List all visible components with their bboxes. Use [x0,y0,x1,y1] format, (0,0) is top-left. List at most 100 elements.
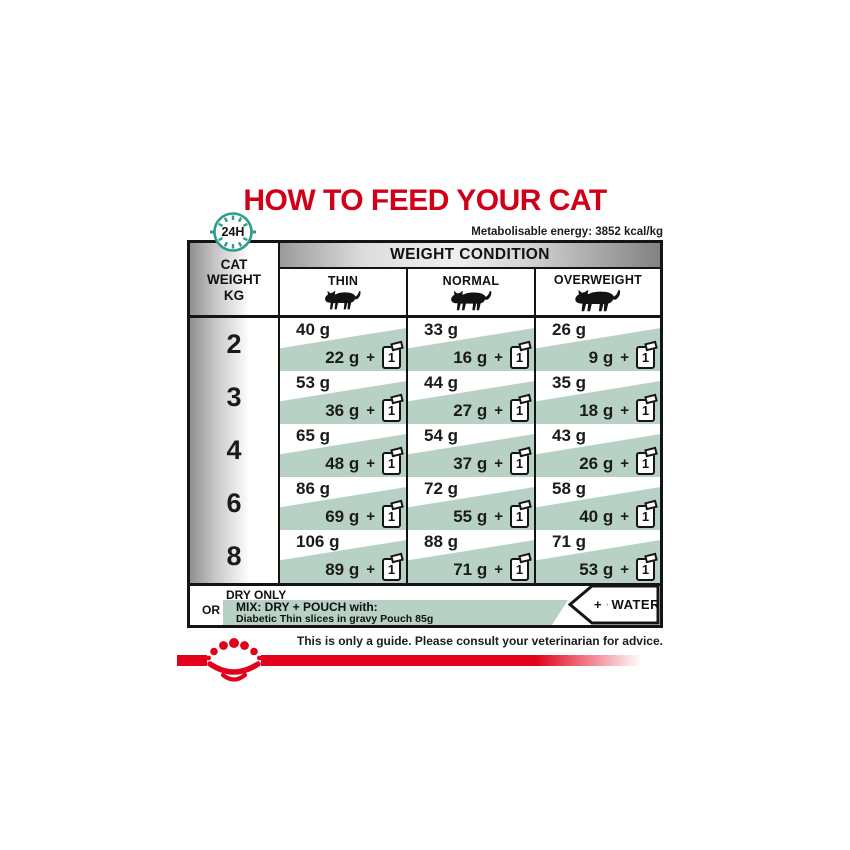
mix-ration: 22 g [325,347,360,367]
column-header-normal: NORMAL [408,269,534,315]
dry-ration: 106 g [296,532,340,551]
column-label: OVERWEIGHT [553,272,643,287]
cat-weight-value: 6 [226,488,242,518]
water-label: WATER [611,597,660,612]
dry-ration: 33 g [424,320,459,339]
dry-ration: 88 g [424,532,459,551]
pouch-count: 1 [515,456,524,471]
or-label: OR [202,603,220,617]
plus-sign: + [366,455,375,472]
plus-sign: + [620,455,629,472]
divider-normal-overweight [534,269,536,583]
plus-sign: + [620,508,629,525]
pouch-icon: 1 [636,346,655,369]
mix-legend-band: MIX: DRY + POUCH with: Diabetic Thin sli… [223,600,568,625]
pouch-count: 1 [387,509,396,524]
normal-cat-icon [450,290,493,311]
dry-ration: 54 g [424,426,459,445]
cat-weight-value: 2 [226,329,242,359]
plus-sign: + [494,455,503,472]
pouch-icon: 1 [510,505,529,528]
pouch-icon: 1 [382,558,401,581]
dry-only-label: DRY ONLY [226,588,287,602]
divider-left-column [278,243,280,583]
divider-header [190,315,660,318]
dry-ration: 40 g [296,320,331,339]
cat-weight-kg-header: CAT WEIGHT KG [190,243,278,317]
table-cell: 88 g 71 g +1 [408,530,534,583]
table-cell: 72 g 55 g +1 [408,477,534,530]
pouch-count: 1 [387,562,396,577]
pouch-count: 1 [387,456,396,471]
pouch-icon: 1 [382,452,401,475]
row-axis-line: CAT [220,256,248,272]
mix-ration: 37 g [453,453,488,473]
divider-thin-normal [406,269,408,583]
clock-badge-label: 24H [221,225,245,239]
column-header-thin: THIN [280,269,406,315]
table-cell: 58 g 40 g +1 [536,477,660,530]
column-header-overweight: OVERWEIGHT [536,269,660,315]
pouch-icon: 1 [636,558,655,581]
dry-ration: 71 g [552,532,587,551]
page-title: HOW TO FEED YOUR CAT [243,184,607,217]
dry-ration: 35 g [552,373,587,392]
column-label: THIN [327,274,359,288]
divider-footer [190,583,660,586]
row-axis-line: KG [223,287,245,303]
weight-condition-header: WEIGHT CONDITION [280,243,660,269]
table-cell: 71 g 53 g +1 [536,530,660,583]
mix-ration: 36 g [325,400,360,420]
table-cell: 40 g 22 g +1 [280,318,406,371]
mix-ration: 26 g [579,453,614,473]
plus-sign: + [494,508,503,525]
pouch-count: 1 [387,350,396,365]
metabolisable-energy-note: Metabolisable energy: 3852 kcal/kg [471,226,663,238]
water-tap-icon [605,603,608,606]
mix-ration: 48 g [325,453,360,473]
column-label: NORMAL [442,273,500,288]
table-cell: 106 g 89 g +1 [280,530,406,583]
pouch-icon: 1 [636,505,655,528]
plus-sign: + [366,561,375,578]
pouch-count: 1 [515,509,524,524]
plus-sign: + [366,402,375,419]
dry-ration: 58 g [552,479,587,498]
mix-ration: 89 g [325,559,360,579]
pouch-count: 1 [641,509,650,524]
water-notch-shape [567,584,660,625]
mix-legend-title: MIX: DRY + POUCH with: [236,600,378,614]
pouch-icon: 1 [636,399,655,422]
dry-ration: 53 g [296,373,331,392]
cat-weight-value: 8 [226,541,242,571]
pouch-count: 1 [515,350,524,365]
pouch-count: 1 [641,456,650,471]
mix-ration: 55 g [453,506,488,526]
pouch-icon: 1 [510,346,529,369]
plus-sign: + [494,349,503,366]
dry-ration: 72 g [424,479,459,498]
table-cell: 43 g 26 g +1 [536,424,660,477]
pouch-icon: 1 [382,399,401,422]
mix-ration: 16 g [453,347,488,367]
mix-ration: 53 g [579,559,614,579]
pouch-count: 1 [641,350,650,365]
pouch-count: 1 [515,562,524,577]
table-cell: 33 g 16 g +1 [408,318,534,371]
mix-ration: 18 g [579,400,614,420]
pouch-count: 1 [641,403,650,418]
pouch-icon: 1 [510,452,529,475]
plus-sign: + [494,402,503,419]
overweight-cat-icon [574,289,622,312]
feeding-table: WEIGHT CONDITION CAT WEIGHT KG THIN NORM… [187,240,663,628]
plus-sign: + [620,402,629,419]
pouch-count: 1 [387,403,396,418]
table-cell: 35 g 18 g +1 [536,371,660,424]
mix-ration: 40 g [579,506,614,526]
dry-ration: 65 g [296,426,331,445]
table-cell: 65 g 48 g +1 [280,424,406,477]
cat-weight-value: 4 [226,435,242,465]
mix-ration: 71 g [453,559,488,579]
pouch-icon: 1 [636,452,655,475]
